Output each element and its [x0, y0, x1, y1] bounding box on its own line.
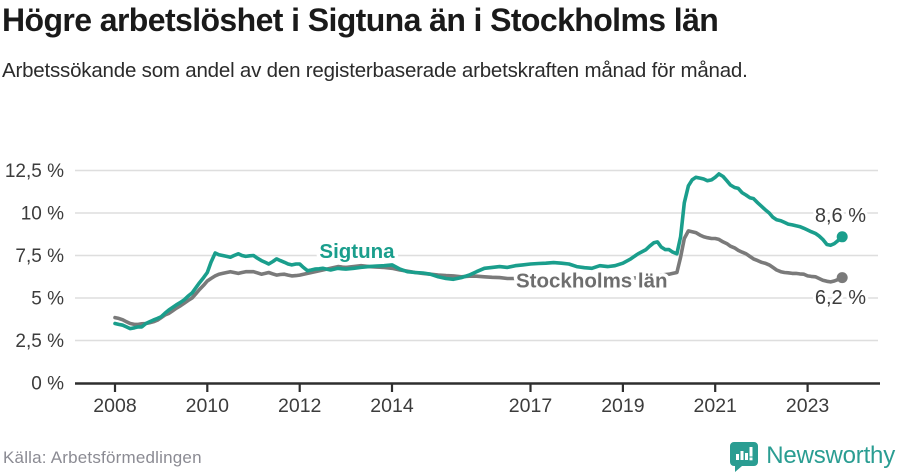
series-label: Stockholms län: [516, 270, 668, 293]
page-title: Högre arbetslöshet i Sigtuna än i Stockh…: [2, 2, 719, 38]
source-note: Källa: Arbetsförmedlingen: [3, 448, 202, 467]
x-tick-label: 2012: [278, 395, 321, 417]
x-tick-label: 2017: [509, 395, 552, 417]
series-label: Sigtuna: [319, 240, 395, 263]
end-value-label: 6,2 %: [815, 287, 866, 309]
x-tick-label: 2010: [186, 395, 230, 417]
chart-subtitle: Arbetssökande som andel av den registerb…: [2, 59, 748, 82]
newsworthy-wordmark: Newsworthy: [766, 442, 895, 469]
y-tick-label: 2,5 %: [15, 331, 64, 352]
y-tick-label: 12,5 %: [5, 161, 64, 182]
labels-layer: Stockholms län Sigtuna 6,2 % 8,6 %: [316, 202, 869, 312]
y-tick-label: 7,5 %: [15, 246, 64, 267]
gridlines-layer: [75, 169, 878, 342]
series-line-sigtuna: [113, 172, 845, 331]
x-tick-label: 2014: [370, 395, 414, 417]
series-layer: [113, 172, 848, 331]
y-tick-label: 0 %: [31, 374, 64, 395]
x-tick-label: 2021: [694, 395, 737, 417]
x-tick-label: 2008: [93, 395, 136, 417]
x-tick-label: 2023: [786, 395, 829, 417]
axis-layer: 0 % 2,5 % 5 % 7,5 % 10 % 12,5 % 2008 2010 2012 20…: [5, 161, 880, 417]
end-value-label: 8,6 %: [815, 205, 866, 227]
y-tick-label: 5 %: [31, 289, 64, 310]
series-line-stockholms-l-n: [113, 229, 845, 327]
x-tick-label: 2019: [601, 395, 644, 417]
series-end-dot: [836, 231, 848, 243]
series-end-dot: [836, 272, 848, 284]
newsworthy-logo-icon: [730, 442, 759, 472]
newsworthy-logo: Newsworthy: [729, 441, 895, 472]
y-tick-label: 10 %: [21, 204, 64, 225]
